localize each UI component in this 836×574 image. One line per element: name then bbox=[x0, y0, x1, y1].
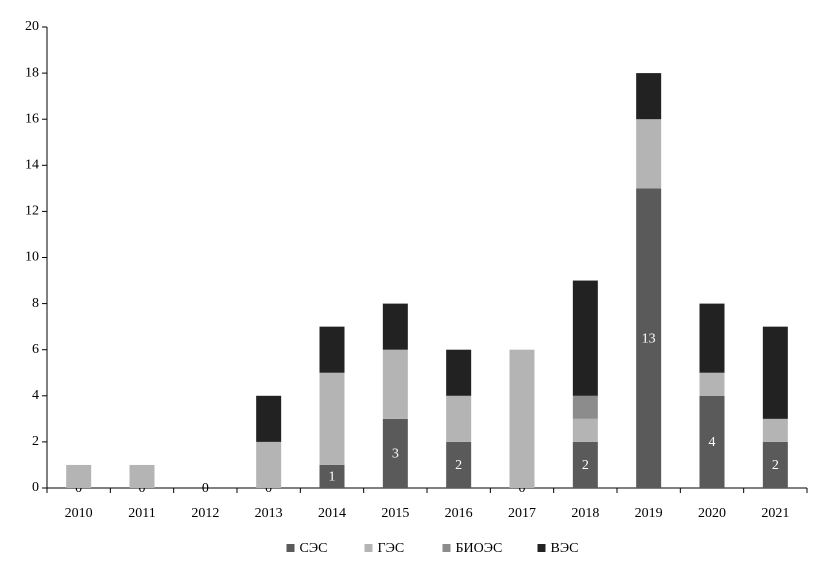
bar-segment bbox=[636, 73, 662, 120]
bar-segment bbox=[572, 418, 598, 442]
data-label: 4 bbox=[709, 435, 716, 450]
bar-segment bbox=[572, 441, 598, 488]
data-label: 2 bbox=[455, 458, 462, 473]
y-tick-label: 0 bbox=[32, 480, 39, 495]
x-tick-label: 2020 bbox=[698, 506, 726, 521]
bar-segment bbox=[446, 395, 472, 442]
bar-segment bbox=[256, 395, 282, 442]
bar-segment bbox=[319, 372, 345, 465]
y-tick-label: 6 bbox=[32, 342, 39, 357]
y-tick-label: 16 bbox=[25, 111, 39, 126]
data-label: 2 bbox=[582, 458, 589, 473]
y-tick-label: 12 bbox=[25, 204, 39, 219]
data-label: 13 bbox=[642, 331, 656, 346]
bar-segment bbox=[699, 372, 725, 396]
legend-swatch bbox=[364, 544, 373, 552]
bar-segment bbox=[699, 303, 725, 373]
bar-segment bbox=[699, 395, 725, 488]
data-label: 0 bbox=[139, 481, 146, 496]
bar-segment bbox=[636, 188, 662, 488]
y-tick-label: 20 bbox=[25, 19, 39, 34]
x-tick-label: 2011 bbox=[128, 506, 155, 521]
legend-label: БИОЭС bbox=[456, 541, 503, 556]
bar-segment bbox=[762, 326, 788, 419]
y-tick-label: 18 bbox=[25, 65, 39, 80]
x-tick-label: 2015 bbox=[381, 506, 409, 521]
bar-segment bbox=[572, 395, 598, 419]
bar-segment bbox=[66, 464, 92, 488]
x-tick-label: 2013 bbox=[255, 506, 283, 521]
bar-segment bbox=[762, 441, 788, 488]
bar-segment bbox=[446, 349, 472, 396]
bar-segment bbox=[572, 280, 598, 396]
data-label: 0 bbox=[519, 481, 526, 496]
y-tick-label: 8 bbox=[32, 296, 39, 311]
legend-swatch bbox=[537, 544, 546, 552]
x-tick-label: 2018 bbox=[571, 506, 599, 521]
legend-swatch bbox=[442, 544, 451, 552]
bar-segment bbox=[636, 119, 662, 189]
legend-label: ВЭС bbox=[551, 541, 579, 556]
x-tick-label: 2021 bbox=[761, 506, 789, 521]
data-label: 0 bbox=[202, 481, 209, 496]
bar-segment bbox=[319, 464, 345, 488]
x-tick-label: 2012 bbox=[191, 506, 219, 521]
x-tick-label: 2019 bbox=[635, 506, 663, 521]
x-tick-label: 2017 bbox=[508, 506, 536, 521]
y-tick-label: 14 bbox=[25, 158, 39, 173]
y-tick-label: 10 bbox=[25, 250, 39, 265]
x-tick-label: 2016 bbox=[445, 506, 473, 521]
x-tick-label: 2014 bbox=[318, 506, 346, 521]
bar-segment bbox=[382, 418, 408, 488]
data-label: 1 bbox=[329, 470, 336, 485]
bar-segment bbox=[382, 303, 408, 350]
bar-segment bbox=[129, 464, 155, 488]
bar-segment bbox=[762, 418, 788, 442]
x-tick-label: 2010 bbox=[65, 506, 93, 521]
legend-label: СЭС bbox=[300, 541, 328, 556]
data-label: 3 bbox=[392, 447, 399, 462]
bar-segment bbox=[509, 349, 535, 488]
data-label: 0 bbox=[265, 481, 272, 496]
bar-segment bbox=[256, 441, 282, 488]
bar-segment bbox=[319, 326, 345, 373]
y-tick-label: 2 bbox=[32, 434, 39, 449]
bar-segment bbox=[382, 349, 408, 419]
legend-label: ГЭС bbox=[378, 541, 405, 556]
legend-swatch bbox=[286, 544, 295, 552]
data-label: 0 bbox=[75, 481, 82, 496]
data-label: 2 bbox=[772, 458, 779, 473]
bar-segment bbox=[446, 441, 472, 488]
y-tick-label: 4 bbox=[32, 388, 39, 403]
